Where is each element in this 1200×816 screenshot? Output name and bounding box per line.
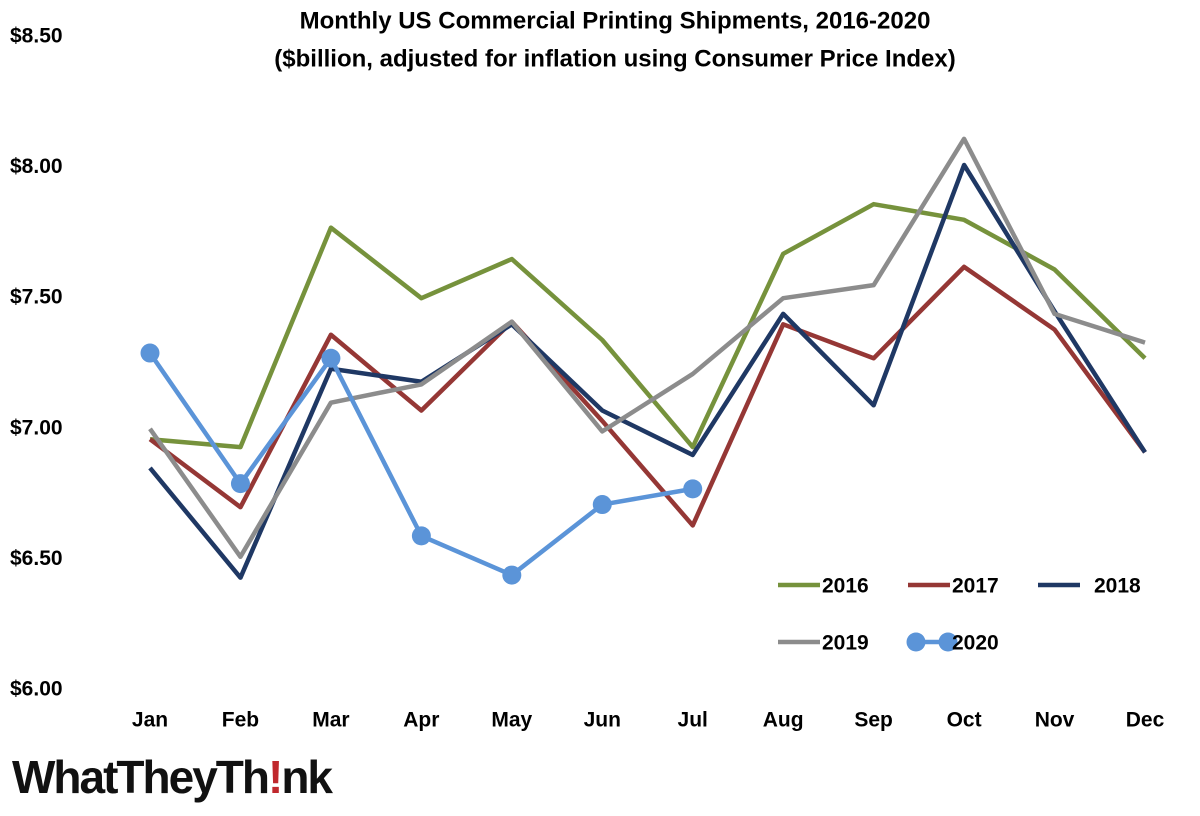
x-tick-label: Jan: [132, 709, 168, 732]
series-line: [148, 136, 1146, 560]
y-tick-label: $8.00: [10, 155, 63, 178]
x-tick-label: Aug: [763, 709, 804, 732]
brand-logo: WhatTheyTh!nk: [12, 750, 333, 804]
point: [411, 526, 431, 546]
y-tick-label: $8.50: [10, 25, 63, 48]
legend-marker: [938, 632, 958, 652]
x-tick-label: Jul: [678, 709, 708, 732]
point: [592, 495, 612, 515]
point: [230, 474, 250, 494]
x-tick-label: Dec: [1126, 709, 1165, 732]
y-tick-label: $6.00: [10, 678, 63, 701]
point: [140, 343, 160, 363]
x-tick-label: Nov: [1035, 709, 1075, 732]
legend-label: 2016: [822, 575, 869, 598]
x-tick-label: Sep: [854, 709, 893, 732]
x-tick-label: Mar: [312, 709, 349, 732]
x-tick-label: Apr: [403, 709, 439, 732]
x-tick-label: May: [491, 709, 532, 732]
brand-part: !: [267, 751, 283, 803]
brand-part: WhatTheyTh: [12, 751, 270, 803]
chart-subtitle: ($billion, adjusted for inflation using …: [274, 45, 955, 72]
x-tick-label: Jun: [584, 709, 621, 732]
y-tick-label: $7.50: [10, 286, 63, 309]
legend-label: 2019: [822, 632, 869, 655]
x-tick-label: Feb: [222, 709, 259, 732]
point: [502, 565, 522, 585]
y-tick-label: $6.50: [10, 547, 63, 570]
legend-marker: [906, 632, 926, 652]
point: [683, 479, 703, 499]
series-line: [149, 201, 1147, 450]
series-line: [148, 264, 1147, 528]
legend-label: 2018: [1094, 575, 1141, 598]
x-tick-label: Oct: [947, 709, 982, 732]
y-tick-label: $7.00: [10, 416, 63, 439]
brand-part: nk: [281, 751, 333, 803]
legend-label: 2017: [952, 575, 999, 598]
point: [321, 348, 341, 368]
legend-label: 2020: [952, 632, 999, 655]
series-line: [148, 162, 1147, 580]
chart-title: Monthly US Commercial Printing Shipments…: [300, 7, 931, 34]
